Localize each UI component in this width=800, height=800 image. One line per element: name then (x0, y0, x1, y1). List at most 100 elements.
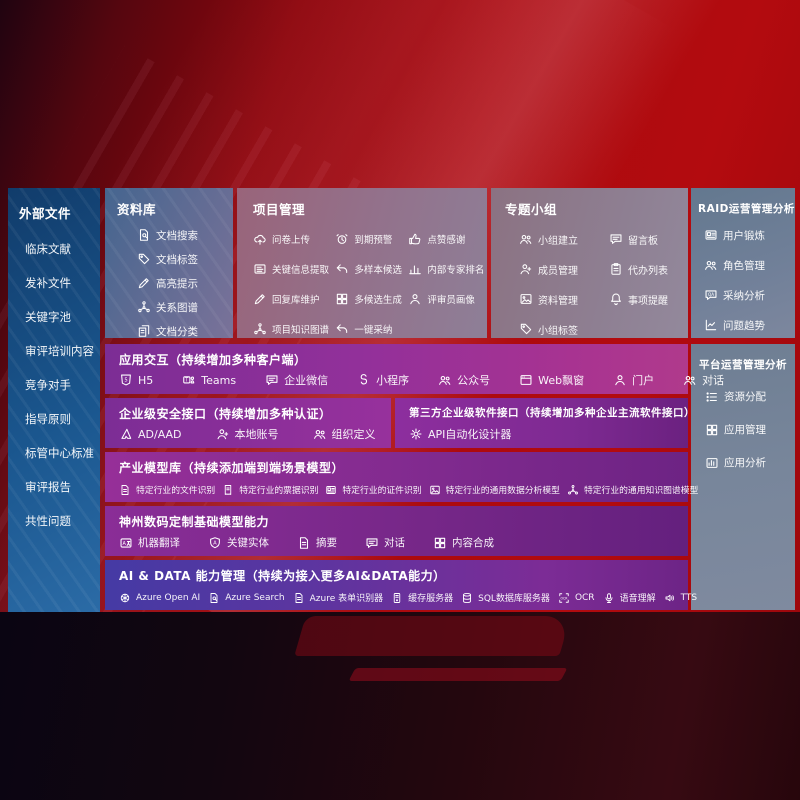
item-label: 到期预警 (354, 235, 393, 246)
azure-search-item: Azure Search (208, 592, 285, 604)
nav-item: 审评报告 (25, 470, 100, 504)
adoption-analysis-item: QA 采纳分析 (704, 280, 795, 310)
key-info-extract-icon (253, 262, 267, 276)
monitor-stand-bar (348, 668, 568, 681)
item-label: 对话 (702, 374, 725, 387)
band-title: 企业级安全接口（持续增加多种认证） (119, 407, 332, 421)
item-label: 文档标签 (156, 253, 198, 266)
wechat-work-icon (265, 373, 279, 387)
multi-candidate-item: 多候选生成 (335, 284, 408, 314)
app-manage-icon (705, 423, 719, 437)
resource-allocation-icon (705, 390, 719, 404)
industry-kg-model-icon (567, 484, 579, 496)
item-label: Azure Open AI (136, 592, 201, 603)
item-label: 应用管理 (724, 424, 766, 436)
item-label: Azure Search (225, 592, 285, 603)
local-account-item: 本地账号 (216, 426, 279, 442)
project-kg-icon (253, 322, 267, 336)
dialog-icon (683, 373, 697, 387)
due-warning-item: 到期预警 (335, 224, 408, 254)
material-manage-icon (519, 292, 533, 306)
ocr-item: OCR OCR (558, 592, 595, 604)
issue-trend-icon (704, 318, 718, 332)
band-title: 神州数码定制基础模型能力 (119, 515, 270, 529)
nav-item: 审评培训内容 (25, 334, 100, 368)
ad-aad-item: AD/AAD (119, 427, 182, 441)
item-label: 缓存服务器 (408, 594, 454, 604)
project-column-1: 问卷上传 关键信息提取 回复库维护 项目知识图谱 (253, 224, 335, 344)
item-label: 机器翻译 (138, 537, 180, 549)
item-label: 关系图谱 (156, 301, 198, 314)
cache-server-item: 缓存服务器 (391, 591, 453, 604)
svg-text:5: 5 (124, 377, 127, 383)
reviewer-portrait-item: 评审员画像 (408, 284, 487, 314)
doc-category-icon (137, 324, 151, 338)
platform-list: 资源分配 应用管理 应用分析 (691, 372, 795, 479)
highlight-icon (137, 276, 151, 290)
repository-list: 文档搜索 文档标签 高亮提示 关系图谱 文档分类 (105, 218, 233, 343)
sql-server-icon (461, 592, 473, 604)
survey-upload-icon (253, 232, 267, 246)
teams-icon: T (182, 373, 196, 387)
item-label: 竞争对手 (25, 378, 71, 392)
band-title: 应用交互（持续增加多种客户端） (119, 353, 307, 367)
app-manage-item: 应用管理 (705, 413, 795, 446)
item-label: 语音理解 (619, 594, 656, 604)
h5-item: 5 H5 (119, 373, 153, 387)
interface-band: 企业级安全接口（持续增加多种认证） AD/AAD 本地账号 组织定义 第三方企业级软… (105, 398, 695, 448)
item-label: TTS (680, 592, 698, 603)
industry-data-model-icon (429, 484, 441, 496)
industry-data-model-item: 特定行业的通用数据分析模型 (429, 483, 560, 496)
item-label: 问题趋势 (723, 319, 765, 332)
item-label: 内部专家排名 (427, 265, 485, 276)
item-label: Web飘窗 (538, 374, 585, 387)
user-training-icon (704, 228, 718, 242)
item-label: 组织定义 (331, 428, 376, 441)
item-label: 审评培训内容 (25, 344, 94, 358)
svg-text:T: T (185, 378, 190, 384)
reply-library-icon (253, 292, 267, 306)
item-label: API自动化设计器 (428, 428, 512, 441)
resource-allocation-item: 资源分配 (705, 380, 795, 413)
survey-upload-item: 问卷上传 (253, 224, 335, 254)
project-columns: 问卷上传 关键信息提取 回复库维护 项目知识图谱 到期预警 多样本候选 多候选生成 一键采纳… (237, 218, 487, 344)
item-label: 小组标签 (538, 325, 578, 337)
todo-list-icon (609, 262, 623, 276)
item-label: 评审员画像 (427, 295, 475, 306)
h5-icon: 5 (119, 373, 133, 387)
panel-title: 资料库 (117, 202, 157, 217)
svg-text:OCR: OCR (560, 596, 568, 600)
official-account-icon (438, 373, 452, 387)
svg-text:QA: QA (708, 292, 714, 297)
nav-item: 临床文献 (25, 232, 100, 266)
platform-analysis-panel: 平台运营管理分析 资源分配 应用管理 应用分析 (691, 344, 795, 610)
official-account-item: 公众号 (438, 372, 490, 388)
cache-server-icon (391, 592, 403, 604)
message-board-item: 留言板 (609, 224, 684, 254)
miniprogram-icon (357, 373, 371, 387)
item-label: 企业微信 (284, 374, 329, 387)
tts-icon (664, 592, 676, 604)
sql-server-item: SQL数据库服务器 (461, 591, 550, 604)
panel-title: 外部文件 (19, 206, 72, 221)
user-training-item: 用户锻炼 (704, 220, 795, 250)
topic-group-column-1: 小组建立 成员管理 资料管理 小组标签 (519, 224, 609, 344)
doc-category-item: 文档分类 (137, 319, 233, 343)
enterprise-security-band: 企业级安全接口（持续增加多种认证） AD/AAD 本地账号 组织定义 (105, 398, 391, 448)
item-label: 本地账号 (234, 428, 279, 441)
member-manage-item: 成员管理 (519, 254, 609, 284)
panel-title: 平台运营管理分析 (699, 359, 787, 371)
nav-item: 标管中心标准 (25, 436, 100, 470)
app-interaction-band: 应用交互（持续增加多种客户端） 5 H5 T Teams 企业微信 小程序 公众号 Web飘窗… (105, 344, 724, 394)
base-model-band: 神州数码定制基础模型能力 A 机器翻译 A 关键实体 摘要 对话 内容合成 (105, 506, 688, 556)
band-title: AI & DATA 能力管理（持续为接入更多AI&DATA能力） (119, 569, 446, 583)
item-label: Azure 表单识别器 (309, 594, 384, 604)
item-label: 文档分类 (156, 325, 198, 338)
dialog-chat-item: 对话 (365, 535, 405, 550)
due-warning-icon (335, 232, 349, 246)
industry-cert-item: 特定行业的证件识别 (325, 483, 422, 496)
nav-item: 发补文件 (25, 266, 100, 300)
item-label: 问卷上传 (272, 235, 311, 246)
item-label: H5 (138, 373, 154, 387)
